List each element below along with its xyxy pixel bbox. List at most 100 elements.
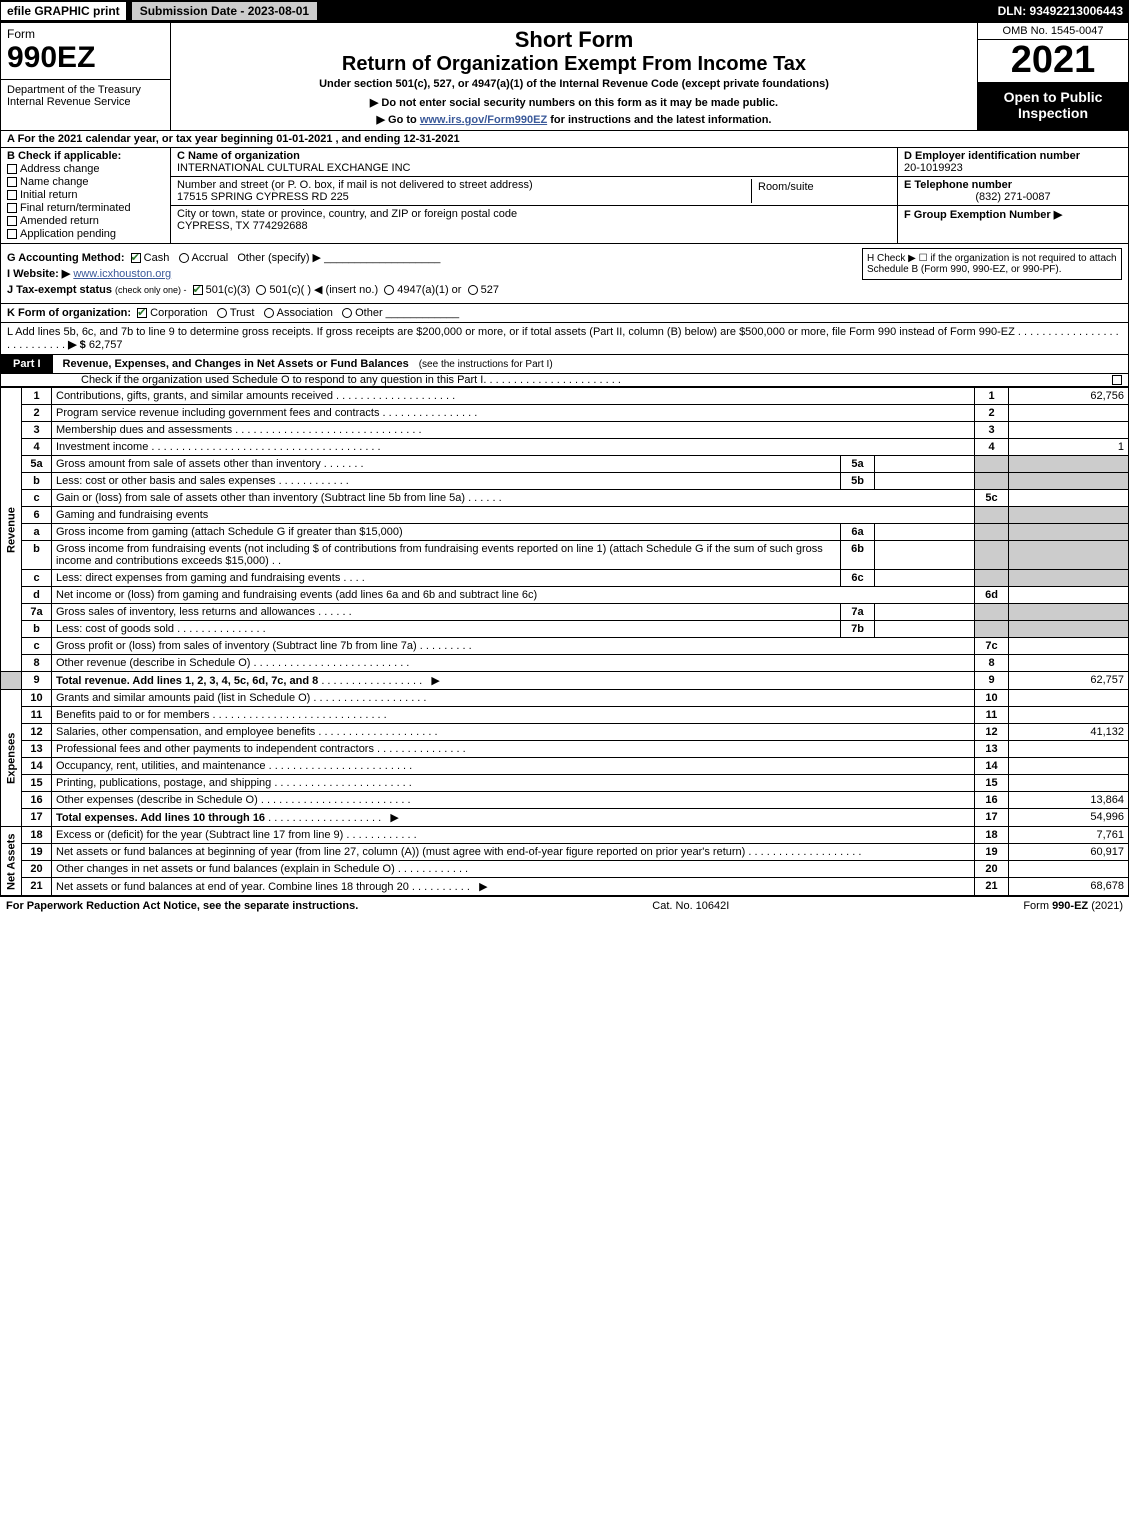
goto-link[interactable]: www.irs.gov/Form990EZ xyxy=(420,114,547,126)
form-header: Form 990EZ Department of the Treasury In… xyxy=(0,22,1129,131)
form-label: Form xyxy=(1,23,170,41)
website-link[interactable]: www.icxhouston.org xyxy=(73,268,171,280)
chk-application-pending[interactable]: Application pending xyxy=(7,228,164,240)
room-suite-label: Room/suite xyxy=(751,179,891,203)
under-section: Under section 501(c), 527, or 4947(a)(1)… xyxy=(177,78,971,90)
form-number: 990EZ xyxy=(1,41,170,79)
table-row: 21 Net assets or fund balances at end of… xyxy=(1,878,1129,896)
table-row: b Less: cost of goods sold . . . . . . .… xyxy=(1,621,1129,638)
department: Department of the Treasury Internal Reve… xyxy=(1,79,170,130)
chk-other-org[interactable] xyxy=(342,308,352,318)
row-k: K Form of organization: Corporation Trus… xyxy=(0,304,1129,323)
org-city: CYPRESS, TX 774292688 xyxy=(177,220,891,232)
open-to-public: Open to Public Inspection xyxy=(978,83,1128,130)
table-row: 12 Salaries, other compensation, and emp… xyxy=(1,724,1129,741)
side-revenue: Revenue xyxy=(1,388,22,672)
page-footer: For Paperwork Reduction Act Notice, see … xyxy=(0,896,1129,915)
table-row: 19 Net assets or fund balances at beginn… xyxy=(1,844,1129,861)
chk-accrual[interactable] xyxy=(179,253,189,263)
chk-initial-return[interactable]: Initial return xyxy=(7,189,164,201)
block-ghij: G Accounting Method: Cash Accrual Other … xyxy=(0,244,1129,304)
part-i-table: Revenue 1 Contributions, gifts, grants, … xyxy=(0,387,1129,896)
header-right: OMB No. 1545-0047 2021 Open to Public In… xyxy=(978,23,1128,130)
table-row: 17 Total expenses. Add lines 10 through … xyxy=(1,809,1129,827)
f-group-label: F Group Exemption Number ▶ xyxy=(904,208,1122,221)
chk-assoc[interactable] xyxy=(264,308,274,318)
table-row: 20 Other changes in net assets or fund b… xyxy=(1,861,1129,878)
chk-trust[interactable] xyxy=(217,308,227,318)
chk-501c[interactable] xyxy=(256,285,266,295)
dln: DLN: 93492213006443 xyxy=(998,4,1129,18)
part-i-title: Revenue, Expenses, and Changes in Net As… xyxy=(63,358,409,370)
top-bar: efile GRAPHIC print Submission Date - 20… xyxy=(0,0,1129,22)
do-not-ssn: ▶ Do not enter social security numbers o… xyxy=(177,96,971,109)
table-row: c Gain or (loss) from sale of assets oth… xyxy=(1,490,1129,507)
table-row: a Gross income from gaming (attach Sched… xyxy=(1,524,1129,541)
chk-527[interactable] xyxy=(468,285,478,295)
section-c: C Name of organization INTERNATIONAL CUL… xyxy=(171,148,898,243)
chk-address-change[interactable]: Address change xyxy=(7,163,164,175)
table-row: 13 Professional fees and other payments … xyxy=(1,741,1129,758)
table-row: 5a Gross amount from sale of assets othe… xyxy=(1,456,1129,473)
g-label: G Accounting Method: xyxy=(7,252,125,264)
goto-line: ▶ Go to www.irs.gov/Form990EZ for instru… xyxy=(177,113,971,126)
table-row: 9 Total revenue. Add lines 1, 2, 3, 4, 5… xyxy=(1,672,1129,690)
table-row: 8 Other revenue (describe in Schedule O)… xyxy=(1,655,1129,672)
table-row: 16 Other expenses (describe in Schedule … xyxy=(1,792,1129,809)
c-street-label: Number and street (or P. O. box, if mail… xyxy=(177,179,751,191)
goto-pre: ▶ Go to xyxy=(377,114,420,126)
footer-center: Cat. No. 10642I xyxy=(652,900,729,912)
chk-4947[interactable] xyxy=(384,285,394,295)
table-row: 11 Benefits paid to or for members . . .… xyxy=(1,707,1129,724)
tax-year: 2021 xyxy=(978,40,1128,83)
table-row: Net Assets 18 Excess or (deficit) for th… xyxy=(1,827,1129,844)
table-row: d Net income or (loss) from gaming and f… xyxy=(1,587,1129,604)
org-name: INTERNATIONAL CULTURAL EXCHANGE INC xyxy=(177,162,891,174)
row-l: L Add lines 5b, 6c, and 7b to line 9 to … xyxy=(0,323,1129,355)
table-row: 6 Gaming and fundraising events xyxy=(1,507,1129,524)
section-b: B Check if applicable: Address change Na… xyxy=(1,148,171,243)
table-row: c Less: direct expenses from gaming and … xyxy=(1,570,1129,587)
table-row: b Gross income from fundraising events (… xyxy=(1,541,1129,570)
table-row: 14 Occupancy, rent, utilities, and maint… xyxy=(1,758,1129,775)
j-label: J Tax-exempt status xyxy=(7,284,112,296)
chk-name-change[interactable]: Name change xyxy=(7,176,164,188)
i-label: I Website: ▶ xyxy=(7,268,70,280)
d-ein-label: D Employer identification number xyxy=(904,150,1122,162)
row-j: J Tax-exempt status (check only one) - 5… xyxy=(7,283,1122,296)
part-i-header: Part I Revenue, Expenses, and Changes in… xyxy=(0,355,1129,374)
table-row: Revenue 1 Contributions, gifts, grants, … xyxy=(1,388,1129,405)
l-value: 62,757 xyxy=(89,339,123,351)
sec-b-label: B Check if applicable: xyxy=(7,150,164,162)
chk-cash[interactable] xyxy=(131,253,141,263)
chk-final-return[interactable]: Final return/terminated xyxy=(7,202,164,214)
section-def: D Employer identification number 20-1019… xyxy=(898,148,1128,243)
block-bcdef: B Check if applicable: Address change Na… xyxy=(0,148,1129,244)
part-i-tag: Part I xyxy=(1,355,53,373)
header-center: Short Form Return of Organization Exempt… xyxy=(171,23,978,130)
header-left: Form 990EZ Department of the Treasury In… xyxy=(1,23,171,130)
ein-value: 20-1019923 xyxy=(904,162,1122,174)
table-row: 15 Printing, publications, postage, and … xyxy=(1,775,1129,792)
org-street: 17515 SPRING CYPRESS RD 225 xyxy=(177,191,751,203)
part-i-checkline: Check if the organization used Schedule … xyxy=(0,374,1129,387)
phone-value: (832) 271-0087 xyxy=(904,191,1122,203)
chk-501c3[interactable] xyxy=(193,285,203,295)
part-i-checkbox[interactable] xyxy=(1112,375,1122,385)
table-row: Expenses 10 Grants and similar amounts p… xyxy=(1,690,1129,707)
title-short: Short Form xyxy=(177,27,971,53)
part-i-note: (see the instructions for Part I) xyxy=(419,359,553,370)
table-row: 4 Investment income . . . . . . . . . . … xyxy=(1,439,1129,456)
l-arrow: ▶ $ xyxy=(68,339,86,351)
chk-amended-return[interactable]: Amended return xyxy=(7,215,164,227)
footer-right: Form 990-EZ (2021) xyxy=(1023,900,1123,912)
chk-corp[interactable] xyxy=(137,308,147,318)
row-a: A For the 2021 calendar year, or tax yea… xyxy=(0,131,1129,148)
e-phone-label: E Telephone number xyxy=(904,179,1122,191)
table-row: b Less: cost or other basis and sales ex… xyxy=(1,473,1129,490)
row-h: H Check ▶ ☐ if the organization is not r… xyxy=(862,248,1122,280)
c-name-label: C Name of organization xyxy=(177,150,891,162)
efile-label: efile GRAPHIC print xyxy=(0,1,127,21)
omb-number: OMB No. 1545-0047 xyxy=(978,23,1128,40)
table-row: 7a Gross sales of inventory, less return… xyxy=(1,604,1129,621)
